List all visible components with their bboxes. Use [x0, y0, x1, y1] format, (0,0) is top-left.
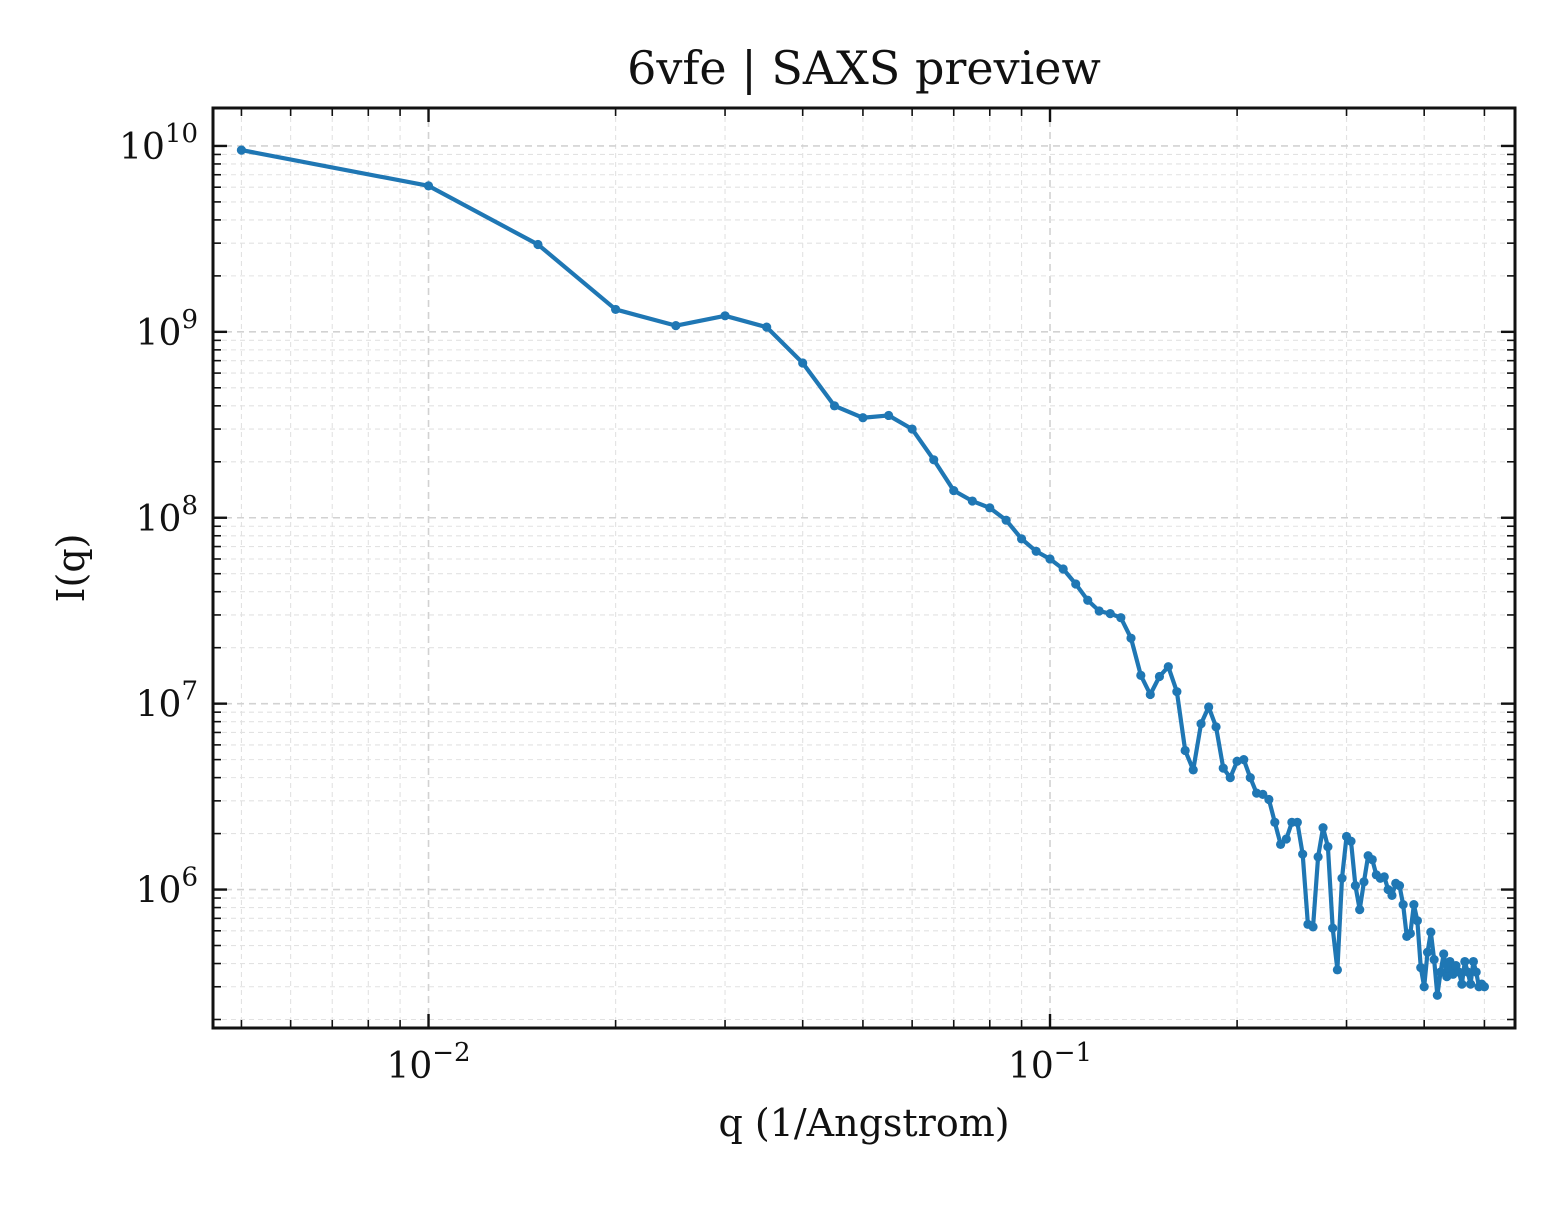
- data-point: [1172, 687, 1182, 697]
- data-point: [1432, 990, 1442, 1000]
- data-point: [1204, 702, 1214, 712]
- data-point: [671, 321, 681, 331]
- data-point: [1460, 956, 1470, 967]
- x-tick-label: 10−1: [1008, 1038, 1092, 1087]
- data-point: [858, 413, 868, 423]
- data-point: [1355, 905, 1365, 915]
- data-point: [1318, 823, 1328, 833]
- data-point: [1270, 817, 1280, 827]
- data-point: [1332, 965, 1342, 975]
- x-tick-label: 10−2: [386, 1038, 470, 1087]
- data-point: [1405, 928, 1415, 939]
- data-point: [1071, 579, 1081, 589]
- data-point: [1422, 947, 1433, 957]
- data-point: [1439, 949, 1449, 959]
- data-point: [1379, 872, 1389, 882]
- data-point: [1180, 745, 1190, 756]
- data-point: [1225, 773, 1235, 783]
- y-tick-label: 106: [136, 863, 198, 912]
- data-point: [1196, 719, 1206, 729]
- data-point: [1154, 671, 1165, 682]
- data-point: [967, 496, 977, 506]
- data-point: [1313, 852, 1323, 862]
- data-point: [1323, 842, 1333, 852]
- data-point: [1126, 633, 1136, 643]
- data-point: [1359, 877, 1369, 887]
- data-point: [985, 503, 995, 513]
- data-point: [1350, 881, 1360, 891]
- data-point: [423, 181, 434, 191]
- data-point: [1412, 916, 1422, 926]
- data-point: [1426, 927, 1436, 937]
- data-point: [1292, 817, 1302, 827]
- x-axis-label: q (1/Angstrom): [718, 1101, 1009, 1145]
- data-point: [1239, 755, 1249, 765]
- data-point: [1465, 979, 1476, 989]
- data-point: [907, 424, 917, 434]
- data-point: [1058, 564, 1068, 574]
- data-point: [1145, 689, 1155, 700]
- data-point: [1163, 662, 1173, 672]
- data-point: [1457, 979, 1467, 989]
- data-point: [236, 145, 247, 155]
- data-point: [1094, 606, 1104, 616]
- data-point: [829, 401, 840, 411]
- data-point: [1479, 982, 1490, 992]
- data-point: [1264, 794, 1274, 805]
- data-point: [1298, 849, 1308, 859]
- data-point: [1419, 982, 1429, 992]
- tick-labels: 10−2 10−1 106 107 108 109 1010: [119, 119, 1092, 1087]
- data-point: [533, 239, 543, 250]
- grid-lines: [213, 108, 1515, 1028]
- data-point: [1367, 854, 1377, 865]
- data-series: [236, 145, 1490, 1000]
- series-line: [239, 147, 1487, 998]
- chart-title: 6vfe | SAXS preview: [627, 41, 1101, 95]
- y-tick-label: 107: [136, 677, 198, 726]
- data-point: [1394, 881, 1405, 891]
- y-axis-label: I(q): [49, 534, 93, 603]
- y-tick-label: 108: [136, 491, 198, 540]
- data-point: [1116, 613, 1126, 623]
- data-point: [1471, 967, 1481, 977]
- plot-frame: [211, 106, 1517, 1030]
- data-point: [1136, 670, 1146, 680]
- data-point: [1337, 873, 1347, 883]
- data-point: [1188, 765, 1198, 775]
- data-point: [762, 322, 772, 332]
- data-point: [1429, 954, 1439, 965]
- data-point: [611, 304, 621, 315]
- data-point: [1409, 900, 1419, 910]
- y-tick-label: 109: [136, 305, 198, 354]
- data-point: [1045, 554, 1055, 564]
- y-tick-label: 1010: [119, 119, 198, 168]
- data-point: [1031, 546, 1041, 556]
- data-point: [1258, 789, 1268, 799]
- data-point: [1211, 722, 1221, 732]
- data-point: [1016, 534, 1027, 544]
- data-point: [1245, 773, 1255, 783]
- data-point: [1308, 922, 1318, 932]
- data-point: [1328, 923, 1338, 933]
- data-point: [1001, 515, 1011, 525]
- data-point: [1105, 609, 1115, 619]
- data-point: [929, 455, 939, 465]
- data-point: [1416, 963, 1426, 973]
- data-point: [884, 410, 894, 421]
- data-point: [1218, 763, 1228, 773]
- data-point: [1387, 890, 1397, 901]
- data-point: [1083, 595, 1093, 605]
- data-point: [949, 485, 959, 496]
- data-point: [720, 311, 730, 321]
- data-point: [1463, 967, 1473, 977]
- data-point: [1346, 836, 1356, 846]
- data-point: [1398, 900, 1408, 910]
- data-point: [798, 358, 808, 368]
- data-point: [1454, 967, 1464, 977]
- data-point: [1281, 834, 1291, 844]
- data-point: [1468, 956, 1478, 967]
